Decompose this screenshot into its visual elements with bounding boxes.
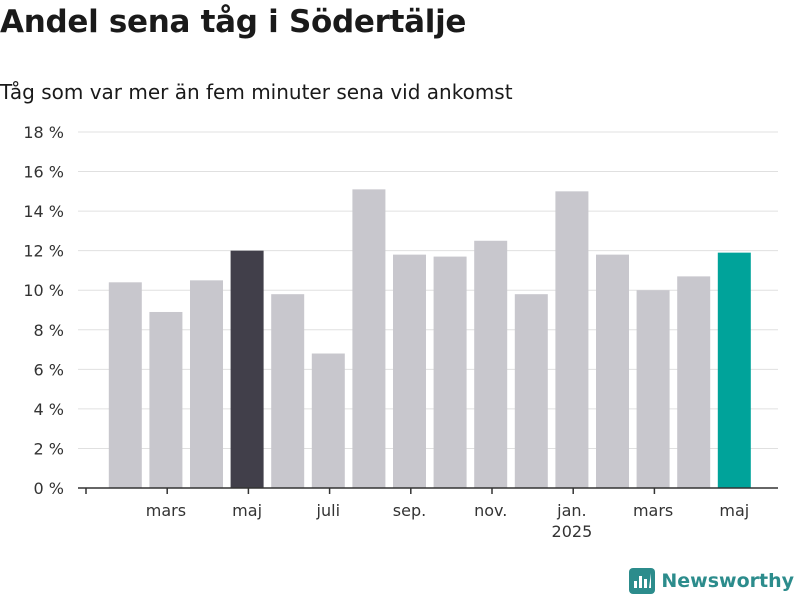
bar: [352, 189, 386, 488]
x-axis: mars maj juli sep. nov. jan. 2025 mars maj: [78, 487, 778, 541]
x-tick-label: maj: [719, 501, 749, 520]
bar: [596, 254, 629, 488]
bar: [717, 252, 751, 488]
chart-subtitle: Tåg som var mer än fem minuter sena vid …: [0, 80, 513, 104]
bar: [474, 240, 508, 488]
bar: [393, 254, 426, 488]
bar: [271, 294, 305, 488]
y-tick-label: 14 %: [23, 202, 64, 221]
y-axis: 0 % 2 % 4 % 6 % 8 % 10 % 12 % 14 % 16 % 18 %: [23, 123, 64, 498]
y-tick-label: 2 %: [34, 439, 64, 458]
x-tick-label: juli: [316, 501, 340, 520]
y-tick-label: 10 %: [23, 281, 64, 300]
y-tick-label: 18 %: [23, 123, 64, 142]
bar: [677, 276, 711, 488]
bar: [636, 290, 670, 488]
y-tick-label: 12 %: [23, 242, 64, 261]
chart-title: Andel sena tåg i Södertälje: [0, 4, 467, 40]
bar: [311, 353, 345, 488]
bar: [108, 282, 142, 488]
bar: [190, 280, 223, 488]
x-tick-label: mars: [146, 501, 186, 520]
bar: [433, 256, 467, 488]
x-tick-label: sep.: [393, 501, 426, 520]
bar: [149, 311, 183, 488]
bar: [230, 250, 264, 488]
bars: [108, 189, 751, 489]
y-tick-label: 16 %: [23, 163, 64, 182]
x-tick-label: mars: [633, 501, 673, 520]
y-tick-label: 0 %: [34, 479, 64, 498]
y-tick-label: 4 %: [34, 400, 64, 419]
brand-name: Newsworthy: [661, 570, 794, 592]
gridlines: [78, 131, 778, 449]
y-tick-label: 6 %: [34, 360, 64, 379]
x-tick-label: maj: [232, 501, 262, 520]
bar: [514, 294, 548, 488]
newsworthy-logo-icon: [629, 568, 656, 594]
x-tick-label: nov.: [474, 501, 507, 520]
y-tick-label: 8 %: [34, 321, 64, 340]
bar: [555, 191, 589, 489]
x-tick-label: jan.: [556, 501, 586, 520]
x-tick-sublabel: 2025: [552, 522, 593, 541]
brand-logo: Newsworthy: [629, 568, 794, 594]
